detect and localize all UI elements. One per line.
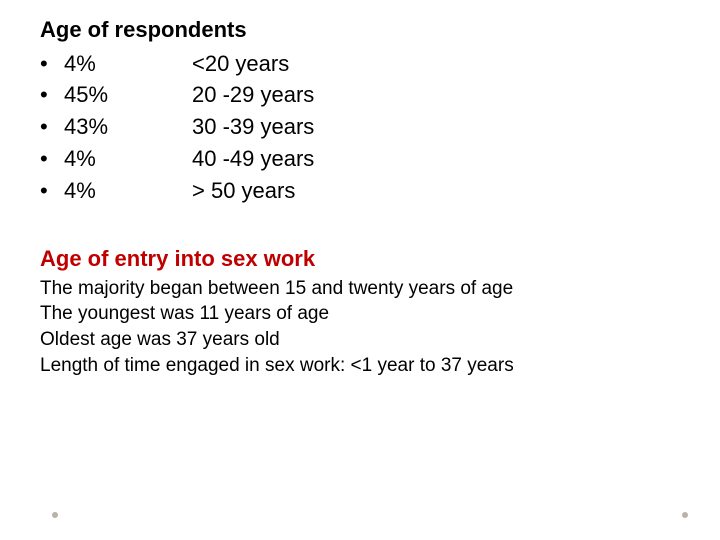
age-range: 30 -39 years (192, 111, 680, 143)
section1-heading: Age of respondents (40, 16, 680, 45)
age-range: 20 -29 years (192, 79, 680, 111)
bullet-icon: • (40, 48, 64, 80)
bullet-icon: • (40, 79, 64, 111)
percent-value: 4% (64, 48, 192, 80)
percent-value: 45% (64, 79, 192, 111)
list-item: • 4% <20 years (40, 48, 680, 80)
list-item: • 43% 30 -39 years (40, 111, 680, 143)
bullet-icon: • (40, 175, 64, 207)
age-range: 40 -49 years (192, 143, 680, 175)
body-line: Length of time engaged in sex work: <1 y… (40, 353, 680, 379)
percent-value: 4% (64, 143, 192, 175)
footer-dot-icon (52, 512, 58, 518)
list-item: • 4% 40 -49 years (40, 143, 680, 175)
percent-value: 43% (64, 111, 192, 143)
section2-heading: Age of entry into sex work (40, 245, 680, 274)
body-line: The majority began between 15 and twenty… (40, 276, 680, 302)
list-item: • 45% 20 -29 years (40, 79, 680, 111)
age-respondents-list: • 4% <20 years • 45% 20 -29 years • 43% … (40, 48, 680, 207)
bullet-icon: • (40, 143, 64, 175)
age-range: <20 years (192, 48, 680, 80)
slide: Age of respondents • 4% <20 years • 45% … (0, 0, 720, 540)
bullet-icon: • (40, 111, 64, 143)
body-line: The youngest was 11 years of age (40, 301, 680, 327)
percent-value: 4% (64, 175, 192, 207)
body-line: Oldest age was 37 years old (40, 327, 680, 353)
spacer (40, 207, 680, 245)
age-range: > 50 years (192, 175, 680, 207)
list-item: • 4% > 50 years (40, 175, 680, 207)
section2-body: The majority began between 15 and twenty… (40, 276, 680, 379)
footer-dot-icon (682, 512, 688, 518)
